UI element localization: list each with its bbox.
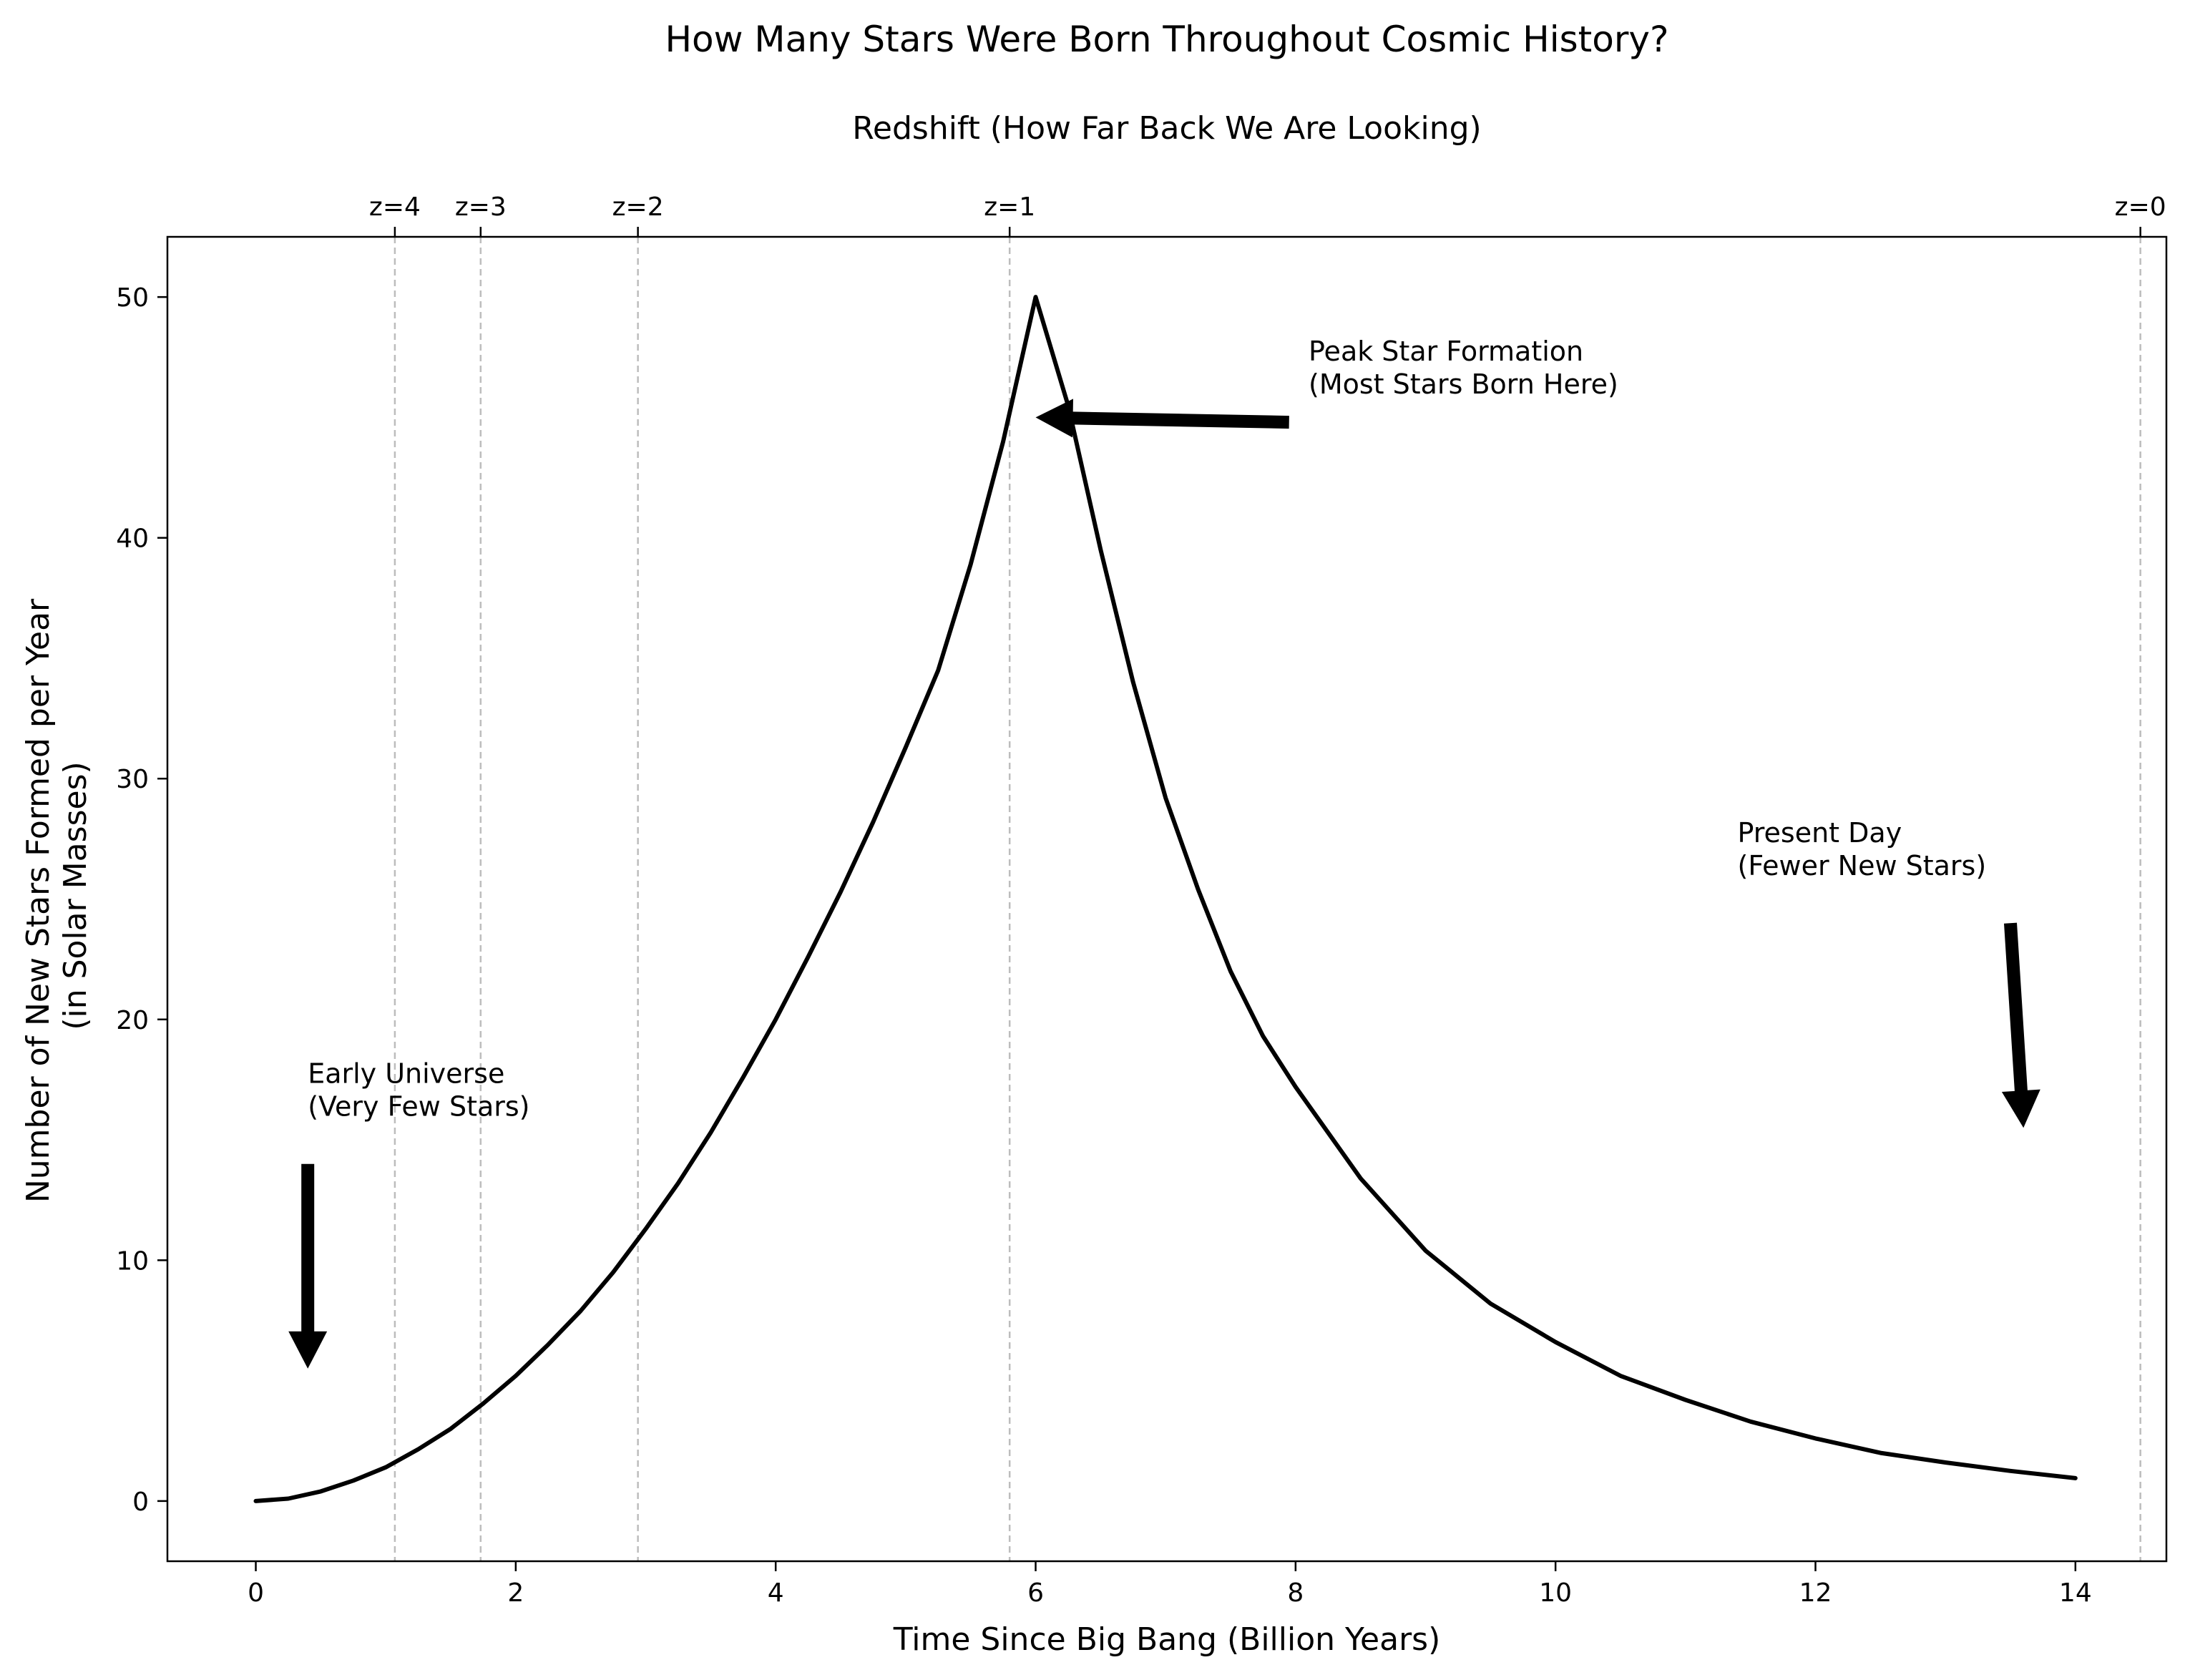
y-tick-label: 10 — [116, 1246, 149, 1276]
plot-area-frame — [166, 235, 2168, 1563]
top-tick-label: z=0 — [2115, 192, 2166, 222]
annotation-text: Present Day (Fewer New Stars) — [1738, 817, 1987, 881]
annotation-text-line: (Most Stars Born Here) — [1309, 368, 1618, 400]
chart-title: How Many Stars Were Born Throughout Cosm… — [665, 19, 1668, 60]
y-axis-ticks: 0 10 20 30 40 50 — [116, 283, 167, 1517]
top-axis-ticks: z=4 z=3 z=2 z=1 z=0 — [369, 192, 2166, 237]
x-axis-label: Time Since Big Bang (Billion Years) — [893, 1621, 1441, 1658]
annotation-arrow — [2001, 922, 2040, 1128]
y-tick-label: 20 — [116, 1006, 149, 1035]
top-tick-label: z=1 — [984, 192, 1035, 222]
y-tick-label: 50 — [116, 283, 149, 313]
annotation-arrow — [1035, 399, 1289, 438]
annotation-text: Peak Star Formation (Most Stars Born Here… — [1309, 336, 1618, 400]
annotation-arrow — [288, 1163, 328, 1369]
x-tick-label: 14 — [2059, 1578, 2092, 1608]
y-tick-label: 0 — [132, 1488, 149, 1517]
top-tick-label: z=2 — [612, 192, 664, 222]
x-tick-label: 10 — [1539, 1578, 1572, 1608]
top-tick-label: z=4 — [369, 192, 421, 222]
annotation-text-line: Early Universe — [308, 1058, 504, 1089]
top-tick-label: z=3 — [455, 192, 507, 222]
x-axis-ticks: 0 2 4 6 8 10 12 14 — [248, 1561, 2092, 1608]
annotation-text-line: (Very Few Stars) — [308, 1090, 529, 1122]
series-layer — [253, 295, 2078, 1503]
x-tick-label: 6 — [1027, 1578, 1044, 1608]
x-tick-label: 0 — [248, 1578, 264, 1608]
x-tick-label: 4 — [768, 1578, 784, 1608]
x-tick-label: 12 — [1799, 1578, 1832, 1608]
y-axis-label-line-1: Number of New Stars Formed per Year — [20, 598, 57, 1203]
top-axis-label: Redshift (How Far Back We Are Looking) — [852, 110, 1481, 147]
y-tick-label: 30 — [116, 765, 149, 794]
annotation-text-line: (Fewer New Stars) — [1738, 850, 1987, 881]
y-axis-label: Number of New Stars Formed per Year (in … — [20, 589, 94, 1203]
annotation-text: Early Universe (Very Few Stars) — [308, 1058, 529, 1122]
y-axis-label-line-2: (in Solar Masses) — [57, 761, 94, 1030]
x-tick-label: 8 — [1287, 1578, 1304, 1608]
annotation-text-line: Peak Star Formation — [1309, 336, 1583, 367]
redshift-reference-lines — [394, 237, 2141, 1561]
series-line — [253, 295, 2078, 1503]
x-tick-label: 2 — [507, 1578, 524, 1608]
annotation-text-line: Present Day — [1738, 817, 1902, 849]
y-tick-label: 40 — [116, 524, 149, 554]
annotation-layer: Early Universe (Very Few Stars) Peak Star … — [288, 336, 2040, 1369]
